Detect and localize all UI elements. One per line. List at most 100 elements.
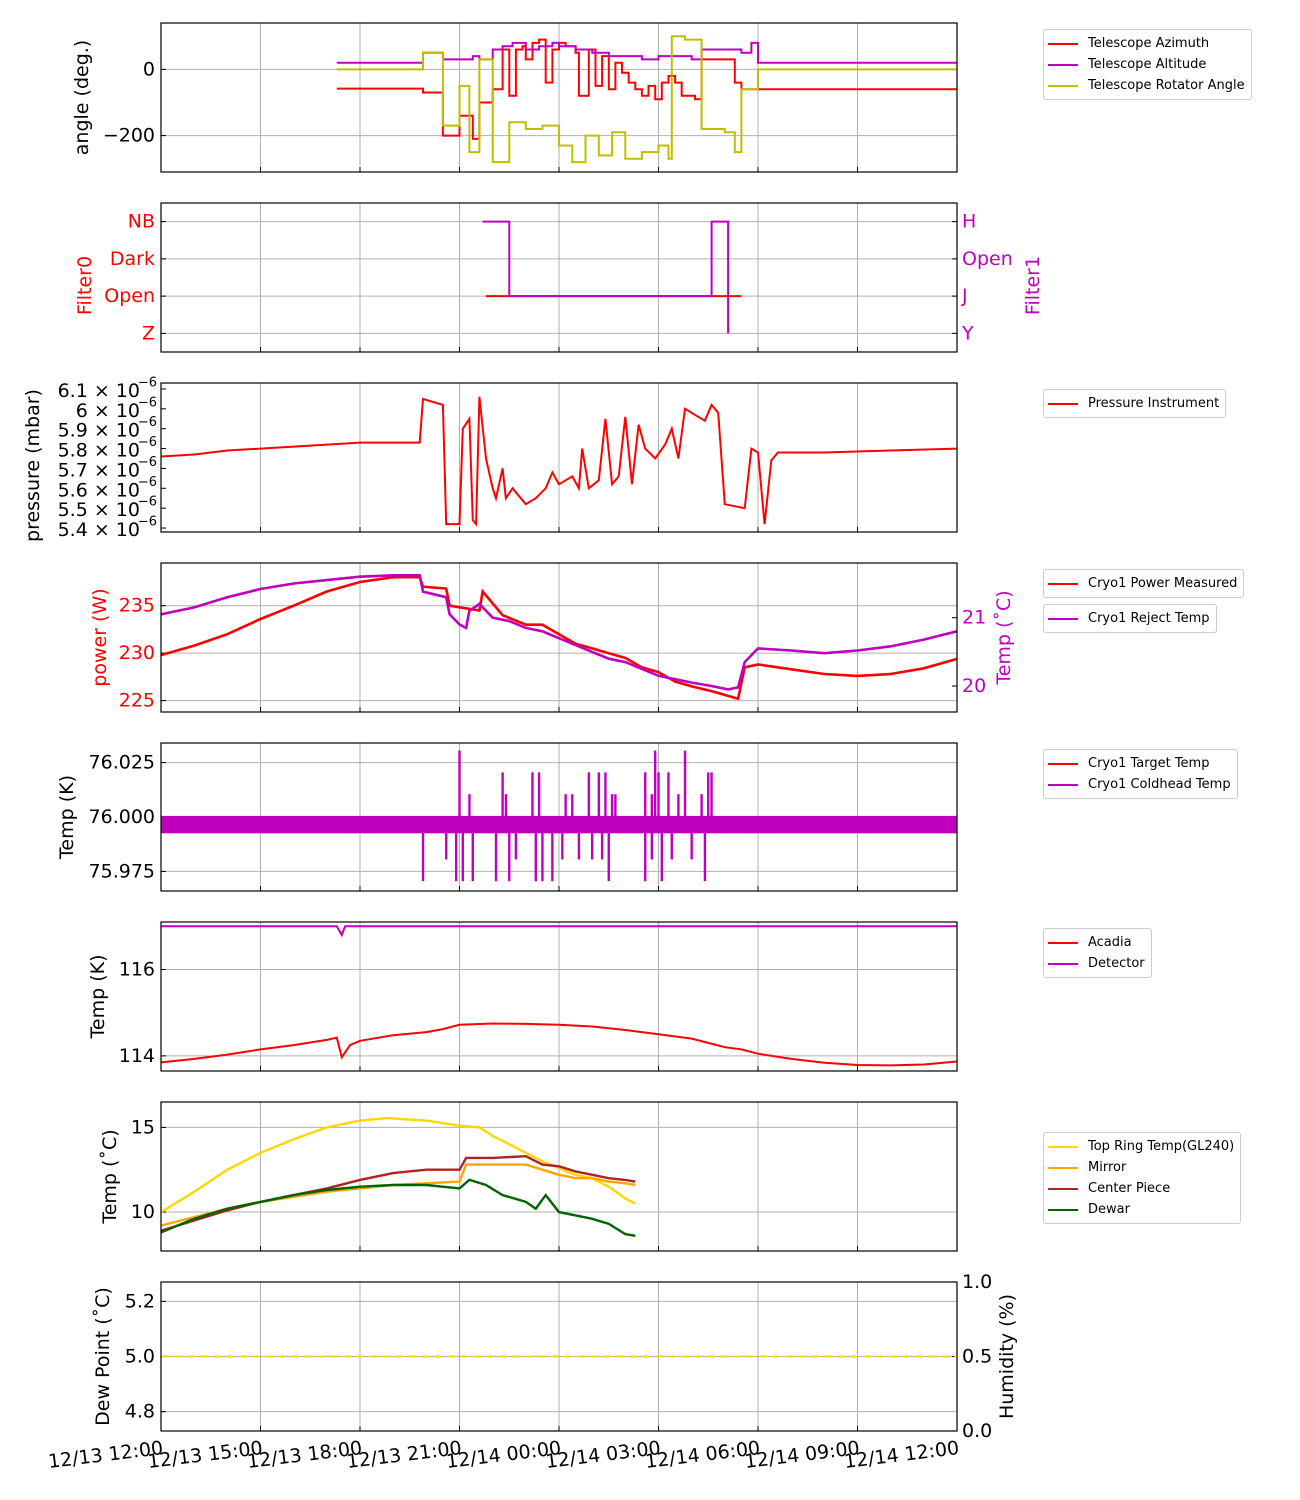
y-tick-exponent: −6	[138, 515, 157, 530]
y-axis-label-left: Filter0	[74, 256, 96, 315]
legend-swatch	[1048, 762, 1078, 765]
y-tick-label: 5.0	[125, 1346, 155, 1368]
plot-frame	[160, 22, 958, 173]
series-line	[336, 38, 957, 140]
y-tick-label: 15	[131, 1116, 155, 1138]
legend-label: Telescope Rotator Angle	[1088, 78, 1245, 93]
legend-label: Cryo1 Power Measured	[1088, 576, 1238, 591]
y-tick-exponent: −6	[138, 475, 157, 490]
y-axis-label-right: Humidity (%)	[996, 1294, 1018, 1419]
legend-entry: Center Piece	[1048, 1178, 1234, 1199]
y-tick-label-right: 0.5	[962, 1346, 992, 1368]
series-line	[161, 1116, 636, 1214]
series-line	[482, 220, 730, 334]
series-line	[161, 925, 957, 938]
y-tick-label: 5.6 × 10	[58, 479, 140, 501]
y-tick-label: 5.5 × 10	[58, 499, 140, 521]
legend: Cryo1 Target Temp Cryo1 Coldhead Temp	[1043, 749, 1238, 799]
legend-label: Mirror	[1088, 1160, 1127, 1175]
legend-swatch	[1048, 42, 1078, 45]
y-tick-label: −200	[103, 125, 155, 147]
legend-swatch	[1048, 1145, 1078, 1148]
plot-frame	[160, 382, 958, 533]
legend: Acadia Detector	[1043, 928, 1152, 978]
legend: Telescope Azimuth Telescope Altitude Teles…	[1043, 29, 1252, 100]
y-tick-label: 5.9 × 10	[58, 420, 140, 442]
y-axis-label: Temp (K)	[87, 955, 109, 1040]
legend-entry: Cryo1 Coldhead Temp	[1048, 774, 1231, 795]
x-tick-label: 12/14 12:00	[843, 1437, 960, 1473]
y-tick-label-right: H	[962, 211, 976, 233]
panel-filters: Z Open Dark NB YJ Open H Filter0 Filter1	[74, 202, 1044, 353]
y-tick-label: 5.4 × 10	[58, 519, 140, 541]
legend: Cryo1 Reject Temp	[1043, 604, 1217, 633]
legend-swatch	[1048, 962, 1078, 965]
legend-swatch	[1048, 941, 1078, 944]
legend-entry: Mirror	[1048, 1157, 1234, 1178]
y-tick-label: 225	[119, 690, 155, 712]
legend-entry: Acadia	[1048, 932, 1145, 953]
y-tick-label: 76.025	[89, 752, 155, 774]
legend-swatch	[1048, 1208, 1078, 1211]
y-tick-label-right: 1.0	[962, 1271, 992, 1293]
legend: Top Ring Temp(GL240) Mirror Center Piece De…	[1043, 1132, 1242, 1224]
panel-pressure: 6.1 × 10−66 × 10−65.9 × 10−65.8 × 10−65.…	[22, 375, 958, 542]
y-tick-label: Dark	[110, 248, 155, 270]
panel-dome-temps: 10 15 Temp (˚C)	[99, 1101, 958, 1252]
y-tick-label: 6.1 × 10	[58, 380, 140, 402]
y-tick-exponent: −6	[138, 495, 157, 510]
legend-label: Cryo1 Reject Temp	[1088, 611, 1210, 626]
series-line	[161, 396, 957, 527]
legend-entry: Cryo1 Target Temp	[1048, 753, 1231, 774]
y-tick-label: 76.000	[89, 806, 155, 828]
y-tick-label-right: Open	[962, 248, 1013, 270]
plot-frame	[160, 562, 958, 713]
y-axis-label: Temp (K)	[56, 775, 78, 860]
y-axis-label-right: Temp (˚C)	[993, 590, 1015, 685]
legend-label: Acadia	[1088, 935, 1132, 950]
y-tick-label: 4.8	[125, 1401, 155, 1423]
y-tick-label: 75.975	[89, 860, 155, 882]
legend-entry: Telescope Azimuth	[1048, 33, 1245, 54]
y-tick-label: Open	[104, 285, 155, 307]
legend-entry: Cryo1 Power Measured	[1048, 573, 1237, 594]
y-tick-label-right: Y	[961, 322, 974, 344]
series-line	[161, 574, 957, 691]
y-tick-label: 0	[143, 58, 155, 80]
panel-cryo-temps: 75.975 76.000 76.025 Temp (K)	[56, 742, 958, 892]
legend: Cryo1 Power Measured	[1043, 569, 1245, 598]
y-tick-label: 116	[119, 959, 155, 981]
y-tick-label: 5.7 × 10	[58, 459, 140, 481]
y-tick-label: 5.2	[125, 1290, 155, 1312]
legend-label: Pressure Instrument	[1088, 396, 1220, 411]
series-line	[336, 41, 957, 64]
y-axis-label-right: Filter1	[1022, 256, 1044, 315]
legend-label: Cryo1 Target Temp	[1088, 756, 1210, 771]
y-tick-exponent: −6	[138, 455, 157, 470]
legend-swatch	[1048, 1187, 1078, 1190]
y-axis-label: pressure (mbar)	[22, 389, 44, 542]
legend-label: Cryo1 Coldhead Temp	[1088, 777, 1231, 792]
y-axis-label: Temp (˚C)	[99, 1129, 121, 1224]
legend-swatch	[1048, 63, 1078, 66]
legend-label: Telescope Azimuth	[1088, 36, 1210, 51]
y-tick-exponent: −6	[138, 435, 157, 450]
legend-entry: Dewar	[1048, 1199, 1234, 1220]
y-tick-label: 5.8 × 10	[58, 440, 140, 462]
legend-swatch	[1048, 84, 1078, 87]
legend-entry: Top Ring Temp(GL240)	[1048, 1136, 1234, 1157]
y-tick-exponent: −6	[138, 375, 157, 390]
plot-frame	[160, 1281, 958, 1432]
panel-dewpoint: 4.8 5.0 5.2 0.0 0.5 1.0 Dew Point (˚C) Humidity…	[92, 1271, 1018, 1442]
plot-frame	[160, 1101, 958, 1252]
legend-entry: Detector	[1048, 953, 1145, 974]
y-tick-label: 235	[119, 595, 155, 617]
y-axis-label: angle (deg.)	[71, 40, 93, 155]
y-tick-label: 230	[119, 642, 155, 664]
legend-swatch	[1048, 1166, 1078, 1169]
legend-swatch	[1048, 617, 1078, 620]
y-tick-label-right: J	[961, 285, 968, 307]
y-tick-label: 114	[119, 1045, 155, 1067]
legend-label: Top Ring Temp(GL240)	[1088, 1139, 1235, 1154]
legend-label: Center Piece	[1088, 1181, 1171, 1196]
